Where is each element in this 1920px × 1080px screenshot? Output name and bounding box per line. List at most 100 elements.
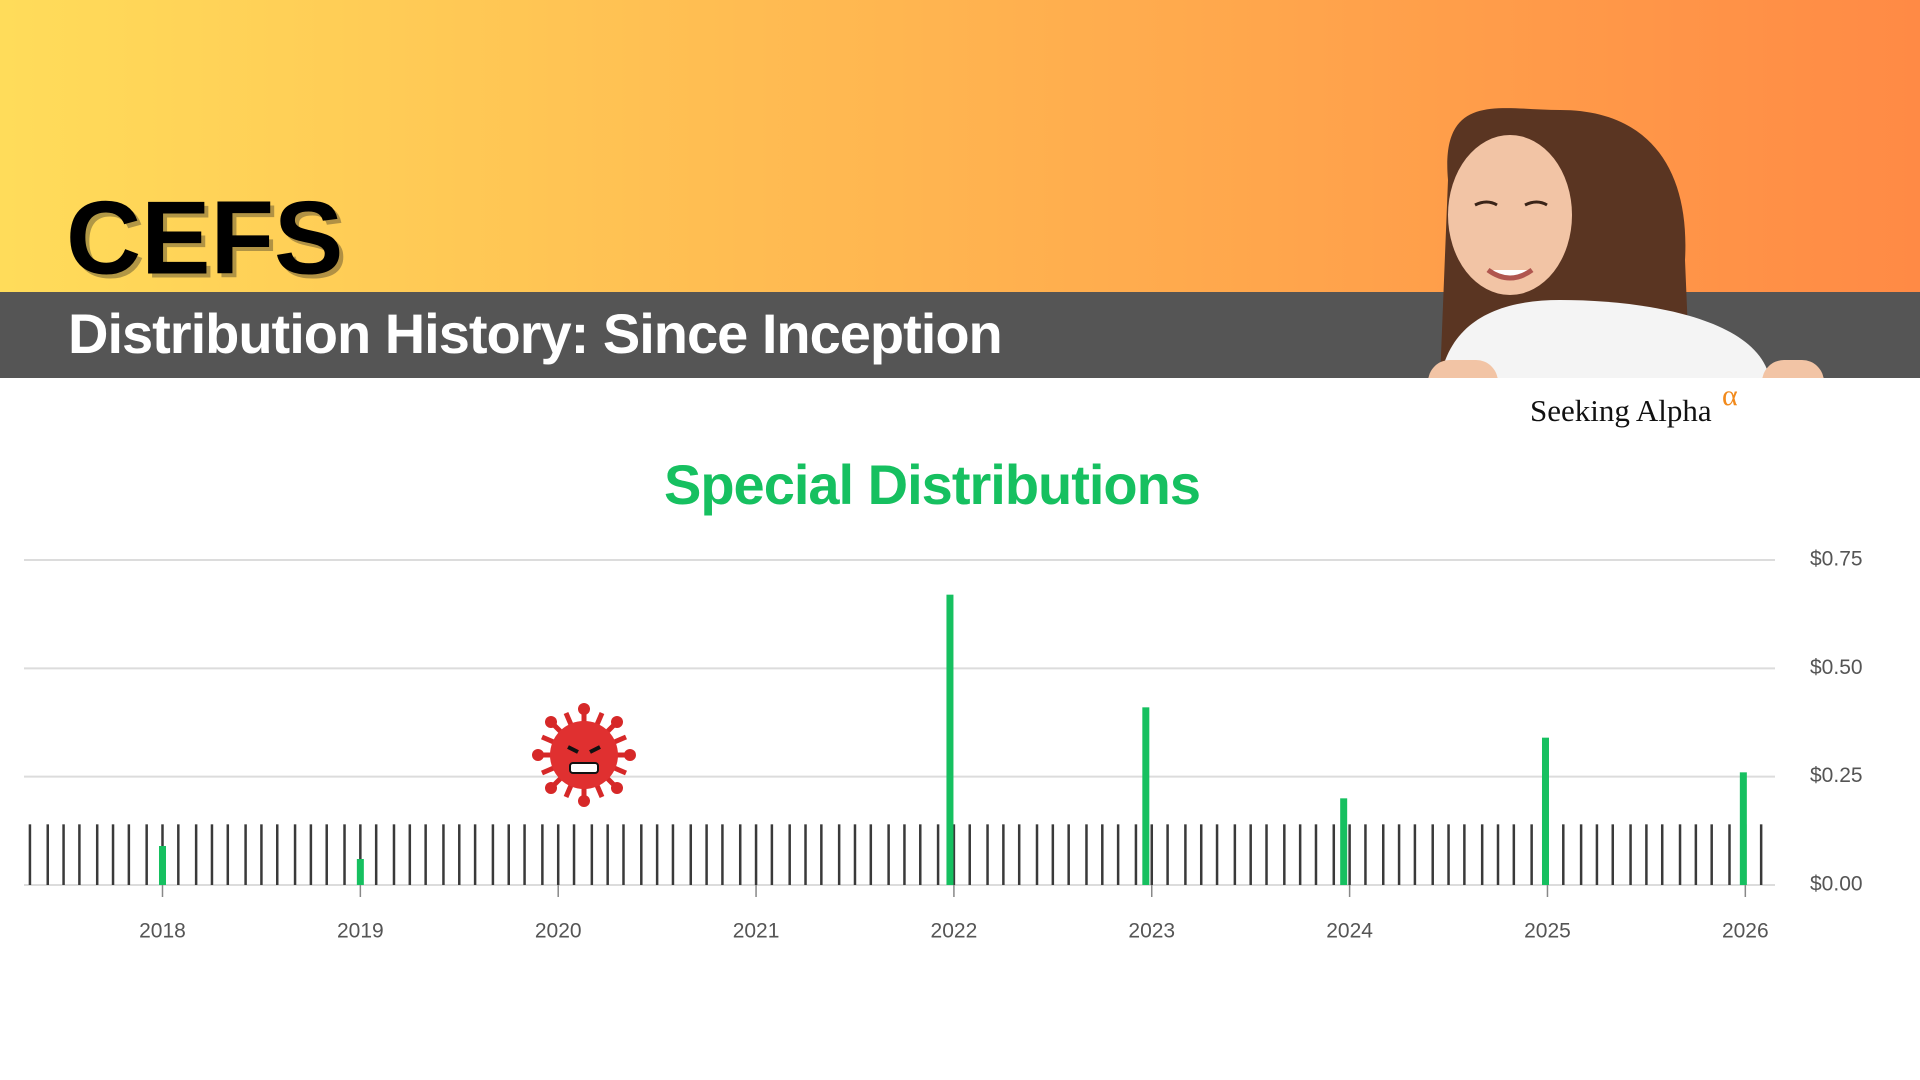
bar xyxy=(1142,707,1150,885)
bar xyxy=(244,824,247,885)
bar xyxy=(820,824,823,885)
bar xyxy=(1397,824,1401,885)
bar xyxy=(1035,824,1039,885)
bar xyxy=(1298,824,1302,885)
x-tick-label: 2022 xyxy=(931,920,978,943)
bar xyxy=(1199,824,1203,885)
bar xyxy=(442,824,445,885)
bar xyxy=(1541,737,1549,885)
bar xyxy=(1728,824,1731,885)
bar xyxy=(62,824,65,885)
bar xyxy=(1166,824,1169,885)
bar xyxy=(127,824,131,885)
subtitle: Distribution History: Since Inception xyxy=(68,302,1002,365)
x-tick-label: 2021 xyxy=(733,920,780,943)
bar xyxy=(1678,824,1682,885)
bar xyxy=(95,824,99,885)
bar xyxy=(111,824,115,885)
x-tick-label: 2019 xyxy=(337,920,384,943)
bar xyxy=(1447,824,1450,885)
bar xyxy=(1382,824,1385,885)
bar xyxy=(325,824,328,885)
bar xyxy=(1184,824,1187,885)
brand: Seeking Alpha xyxy=(1530,393,1712,428)
bar xyxy=(936,824,940,885)
bar xyxy=(689,824,693,885)
bar xyxy=(804,824,807,885)
y-tick-label: $0.00 xyxy=(1810,873,1863,896)
bar xyxy=(952,824,956,885)
bar xyxy=(1480,824,1484,885)
bar xyxy=(1431,824,1434,885)
bar xyxy=(408,824,412,885)
brand-mark: α xyxy=(1722,379,1738,412)
bar xyxy=(770,824,774,885)
bar xyxy=(392,824,396,885)
bar xyxy=(1002,824,1005,885)
bar xyxy=(276,824,279,885)
bar xyxy=(491,824,495,885)
bar xyxy=(1512,824,1516,885)
bar xyxy=(556,824,560,885)
bar xyxy=(1340,798,1348,885)
bar xyxy=(1215,824,1219,885)
bar xyxy=(507,824,510,885)
bar xyxy=(343,824,346,885)
bar xyxy=(1332,824,1336,885)
bar xyxy=(837,824,841,885)
bar xyxy=(226,824,230,885)
bar xyxy=(606,824,609,885)
bar xyxy=(1496,824,1500,885)
x-tick-label: 2018 xyxy=(139,920,186,943)
bar xyxy=(903,824,906,885)
chart-title: Special Distributions xyxy=(664,453,1200,516)
bar xyxy=(640,824,643,885)
bar xyxy=(754,824,758,885)
bar xyxy=(145,824,148,885)
bar xyxy=(1463,824,1466,885)
bar xyxy=(1116,824,1120,885)
bar xyxy=(1233,824,1237,885)
bar xyxy=(194,824,198,885)
bar xyxy=(46,824,49,885)
y-tick-label: $0.50 xyxy=(1810,656,1863,679)
bar xyxy=(919,824,922,885)
bar xyxy=(424,824,427,885)
bar xyxy=(1579,824,1583,885)
bar xyxy=(356,859,364,885)
bar xyxy=(374,824,378,885)
bar xyxy=(1150,824,1154,885)
bar xyxy=(1085,824,1088,885)
bar xyxy=(721,824,724,885)
bar xyxy=(622,824,625,885)
bar xyxy=(177,824,180,885)
presenter-illustration xyxy=(1420,108,1840,434)
bar xyxy=(1101,824,1104,885)
bar xyxy=(946,594,954,885)
bar xyxy=(1283,824,1286,885)
bar xyxy=(309,824,313,885)
x-tick-label: 2023 xyxy=(1128,920,1175,943)
plot-area: $0.00 $0.25 $0.50 $0.75 2018 2019 2020 2021 2022… xyxy=(24,548,1863,943)
y-tick-label: $0.75 xyxy=(1810,548,1863,571)
bar xyxy=(1249,824,1252,885)
bar xyxy=(28,824,32,885)
bar xyxy=(1660,824,1664,885)
bar xyxy=(869,824,873,885)
x-tick-label: 2025 xyxy=(1524,920,1571,943)
bar xyxy=(738,824,742,885)
bar xyxy=(541,824,544,885)
ticker: CEFS xyxy=(66,180,343,296)
bar xyxy=(572,824,576,885)
ticker-shadow: CEFS xyxy=(70,184,347,300)
bar xyxy=(1134,824,1138,885)
bar xyxy=(1017,824,1021,885)
bar xyxy=(1051,824,1055,885)
bar xyxy=(1265,824,1268,885)
bar xyxy=(1645,824,1648,885)
bar xyxy=(1739,772,1747,885)
bar xyxy=(1611,824,1615,885)
bar xyxy=(788,824,791,885)
